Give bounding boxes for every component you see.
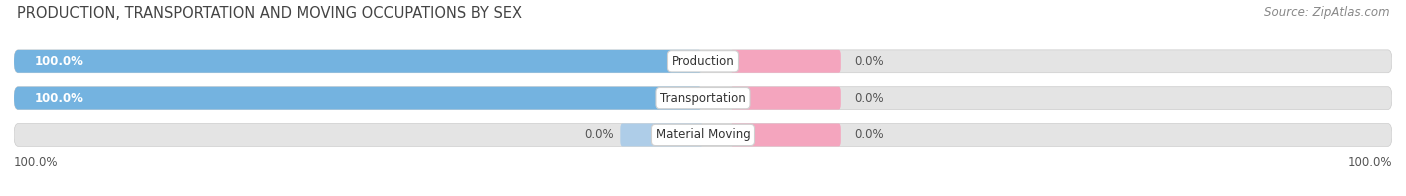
Text: Transportation: Transportation — [661, 92, 745, 105]
Text: 100.0%: 100.0% — [1347, 156, 1392, 169]
Text: 100.0%: 100.0% — [35, 55, 83, 68]
Text: 0.0%: 0.0% — [855, 128, 884, 142]
Text: 100.0%: 100.0% — [35, 92, 83, 105]
Text: Source: ZipAtlas.com: Source: ZipAtlas.com — [1264, 6, 1389, 19]
Text: Production: Production — [672, 55, 734, 68]
Text: Material Moving: Material Moving — [655, 128, 751, 142]
Text: 100.0%: 100.0% — [14, 156, 59, 169]
Text: 0.0%: 0.0% — [583, 128, 613, 142]
FancyBboxPatch shape — [731, 87, 841, 110]
FancyBboxPatch shape — [620, 123, 703, 146]
Text: 0.0%: 0.0% — [855, 92, 884, 105]
FancyBboxPatch shape — [14, 87, 1392, 110]
FancyBboxPatch shape — [731, 123, 841, 146]
Text: PRODUCTION, TRANSPORTATION AND MOVING OCCUPATIONS BY SEX: PRODUCTION, TRANSPORTATION AND MOVING OC… — [17, 6, 522, 21]
FancyBboxPatch shape — [731, 50, 841, 73]
FancyBboxPatch shape — [14, 50, 1392, 73]
Text: 0.0%: 0.0% — [855, 55, 884, 68]
FancyBboxPatch shape — [14, 50, 703, 73]
FancyBboxPatch shape — [14, 87, 703, 110]
FancyBboxPatch shape — [14, 123, 1392, 146]
